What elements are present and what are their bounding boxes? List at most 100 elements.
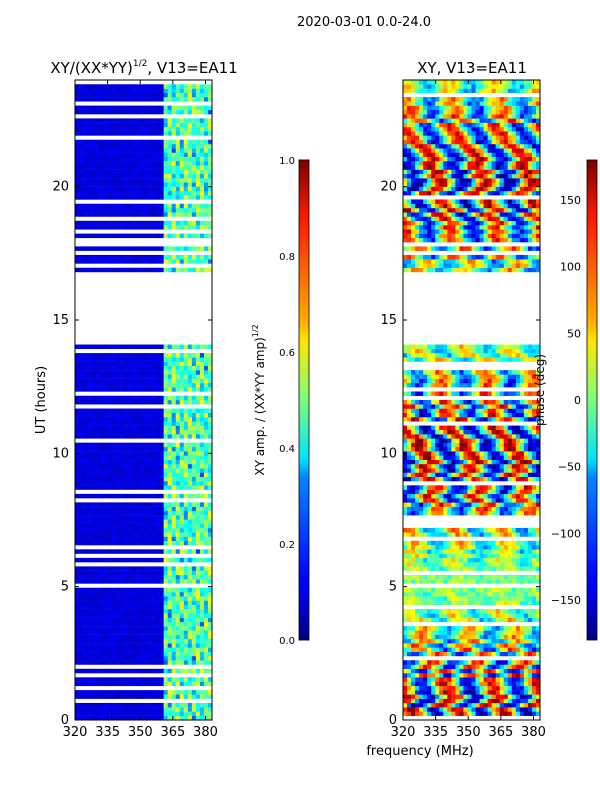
heat-cell — [151, 536, 156, 541]
heat-cell — [87, 408, 92, 413]
heat-cell — [123, 417, 128, 422]
heat-cell — [83, 144, 88, 149]
heat-cell — [151, 212, 156, 217]
heat-cell — [103, 502, 108, 507]
heat-cell — [183, 451, 189, 456]
heat-cell — [155, 169, 161, 175]
heat-cell — [199, 715, 205, 720]
heat-cell — [195, 579, 201, 584]
heat-cell — [131, 690, 136, 695]
heat-cell — [463, 677, 468, 682]
heat-cell — [159, 408, 165, 413]
heat-cell — [495, 698, 501, 704]
heat-cell — [111, 464, 116, 469]
heat-cell — [159, 493, 165, 499]
heat-cell — [199, 485, 205, 490]
heat-cell — [111, 549, 116, 554]
heat-cell — [523, 643, 529, 648]
heat-cell — [103, 105, 108, 111]
heat-cell — [115, 109, 120, 115]
heat-cell — [415, 528, 420, 533]
heat-cell — [535, 528, 540, 533]
heat-cell — [103, 493, 108, 499]
heat-cell — [427, 711, 432, 716]
heat-cell — [535, 574, 540, 580]
heat-cell — [483, 707, 489, 712]
heat-cell — [99, 455, 104, 460]
heat-cell — [75, 481, 80, 486]
heat-cell — [103, 212, 108, 217]
heat-cell — [147, 574, 152, 580]
heat-cell — [167, 425, 173, 431]
heat-cell — [79, 267, 84, 273]
heat-cell — [175, 122, 181, 128]
heat-cell — [195, 528, 201, 533]
heat-cell — [439, 600, 444, 605]
heat-cell — [151, 92, 156, 98]
heat-cell — [75, 540, 80, 546]
heat-cell — [487, 638, 493, 644]
heat-cell — [403, 690, 408, 695]
heat-cell — [95, 246, 100, 251]
heat-cell — [143, 225, 148, 230]
heat-cell — [207, 109, 212, 115]
heat-cell — [111, 152, 116, 157]
heat-cell — [127, 592, 132, 597]
heat-cell — [511, 549, 517, 554]
heat-cell — [191, 84, 197, 89]
heat-cell — [127, 630, 132, 635]
heat-cell — [487, 574, 493, 580]
heat-cell — [203, 203, 209, 209]
heat-cell — [127, 122, 132, 128]
heat-cell — [463, 681, 468, 687]
heat-cell — [155, 660, 161, 665]
heat-cell — [103, 510, 108, 516]
heat-cell — [111, 442, 116, 448]
heat-cell — [179, 173, 185, 179]
heat-cell — [411, 690, 416, 695]
heat-cell — [191, 613, 197, 618]
heat-cell — [75, 472, 80, 477]
heat-cell — [111, 126, 116, 132]
heat-cell — [95, 412, 100, 418]
heat-cell — [79, 395, 84, 401]
heat-cell — [79, 643, 84, 648]
heat-cell — [415, 600, 420, 605]
heat-cell — [123, 212, 128, 217]
heat-cell — [479, 532, 484, 537]
heat-cell — [131, 139, 136, 145]
heat-cell — [195, 400, 201, 405]
heat-cell — [143, 92, 148, 98]
heat-cell — [107, 540, 112, 546]
heat-cell — [87, 702, 92, 708]
heat-cell — [119, 254, 124, 260]
heat-cell — [499, 698, 505, 704]
heat-cell — [119, 579, 124, 584]
heat-cell — [147, 656, 152, 661]
heat-cell — [459, 617, 464, 623]
heat-cell — [127, 378, 132, 384]
heat-cell — [79, 472, 84, 477]
heat-cell — [479, 643, 484, 648]
heat-cell — [483, 562, 489, 567]
heat-cell — [147, 638, 152, 644]
heat-cell — [531, 592, 537, 597]
heat-cell — [103, 186, 108, 192]
heat-cell — [139, 519, 144, 524]
heat-cell — [163, 570, 169, 576]
heat-cell — [483, 557, 489, 563]
heat-cell — [531, 664, 537, 669]
heat-cell — [163, 109, 169, 115]
heat-cell — [183, 540, 189, 546]
heat-cell — [191, 694, 197, 699]
heat-cell — [103, 169, 108, 175]
heat-cell — [119, 459, 124, 465]
heat-cell — [159, 510, 165, 516]
heat-cell — [171, 152, 177, 157]
heat-cell — [155, 84, 161, 89]
heat-cell — [195, 519, 201, 524]
heat-cell — [191, 604, 197, 610]
heat-cell — [139, 353, 144, 358]
heat-cell — [455, 685, 460, 691]
heat-cell — [207, 259, 212, 264]
